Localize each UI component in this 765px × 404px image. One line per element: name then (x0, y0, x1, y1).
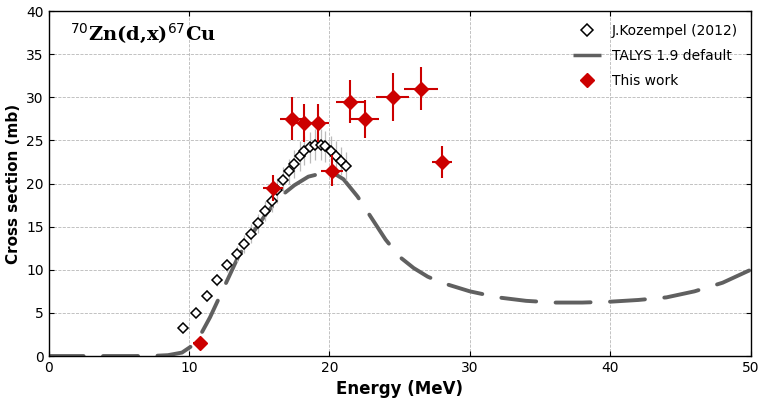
Legend: J.Kozempel (2012), TALYS 1.9 default, This work: J.Kozempel (2012), TALYS 1.9 default, Th… (568, 18, 744, 93)
Text: $^{70}$Zn(d,x)$^{67}$Cu: $^{70}$Zn(d,x)$^{67}$Cu (70, 21, 216, 45)
X-axis label: Energy (MeV): Energy (MeV) (336, 381, 463, 398)
Y-axis label: Cross section (mb): Cross section (mb) (5, 103, 21, 263)
